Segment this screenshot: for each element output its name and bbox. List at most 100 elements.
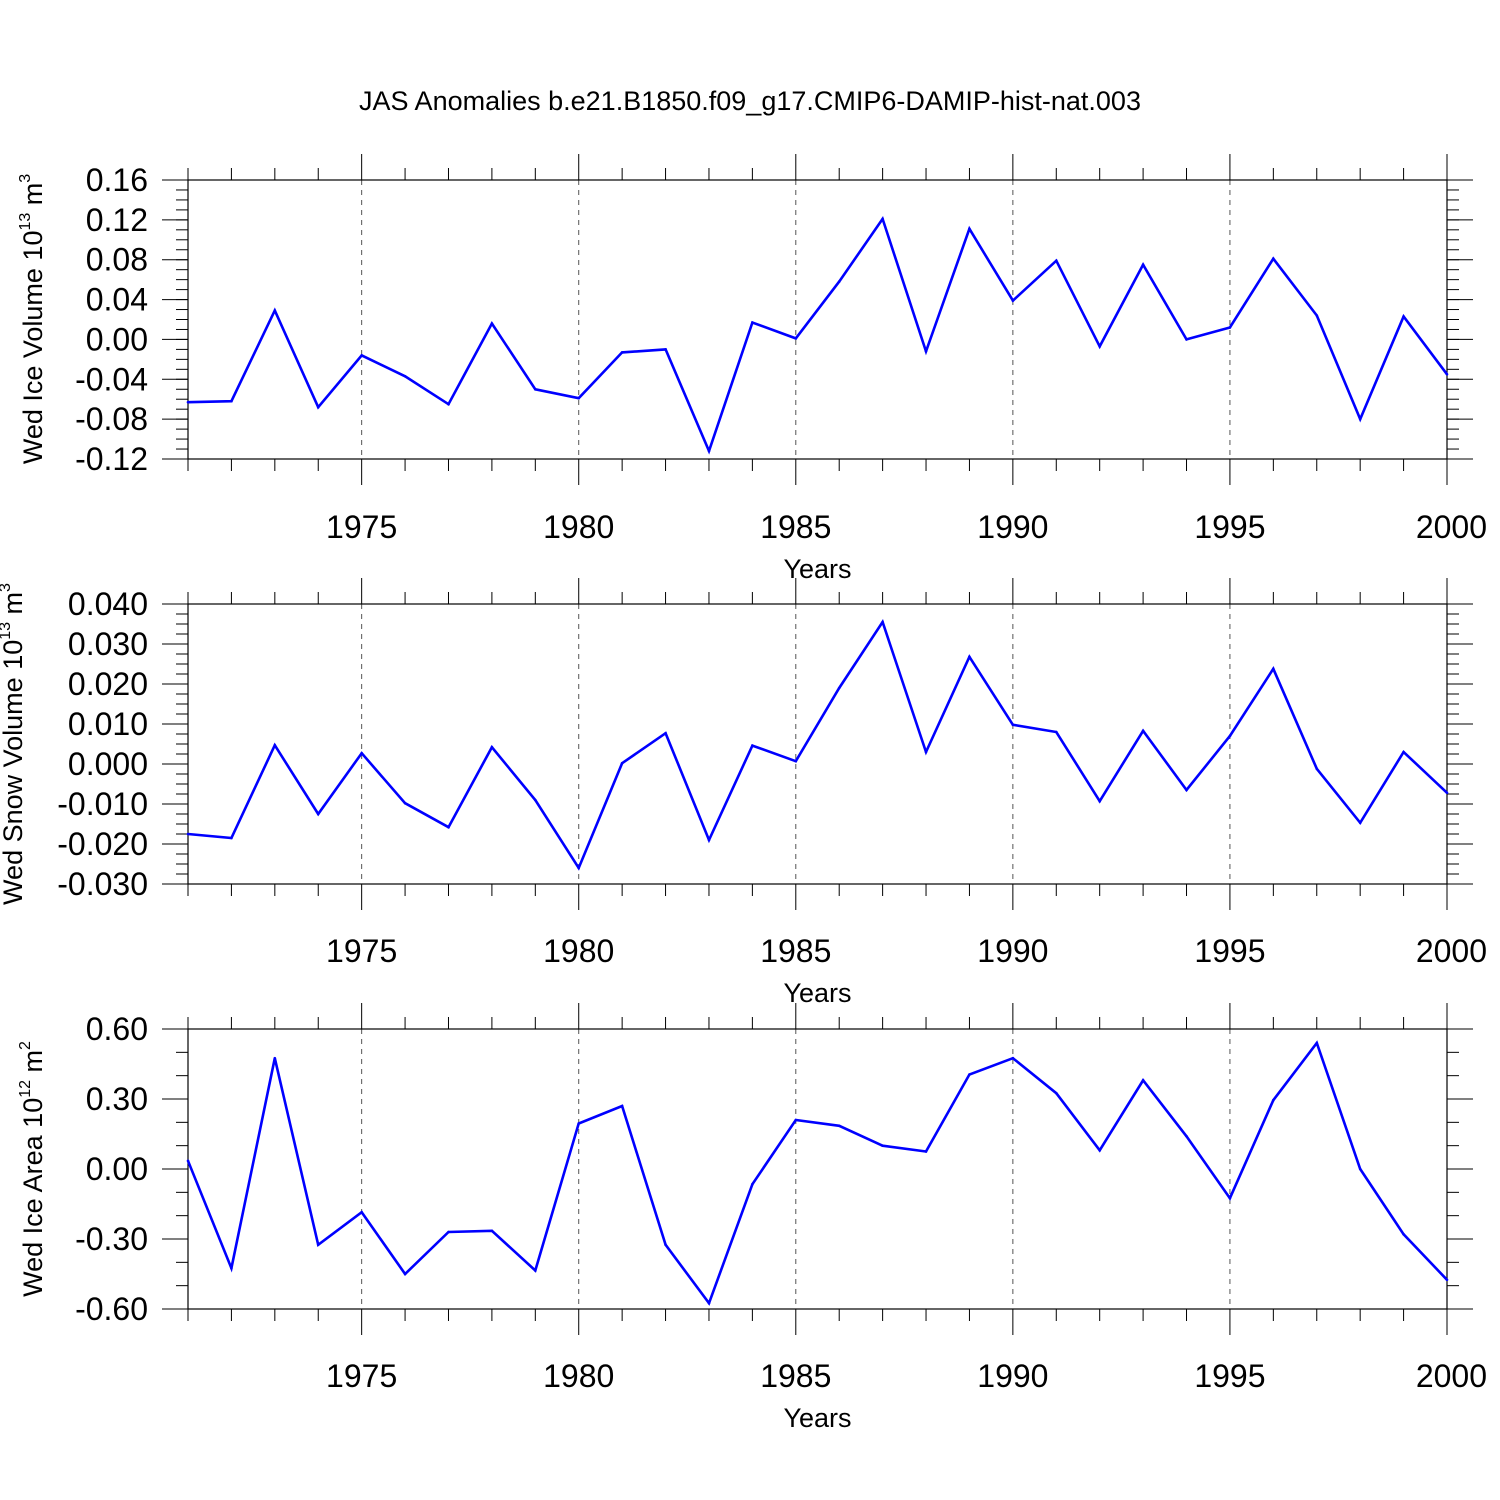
y-axis-title: Wed Snow Volume 1013 m3	[0, 583, 28, 905]
data-point	[1315, 1041, 1319, 1045]
y-axis-title-unit-sup: 3	[0, 583, 14, 592]
y-tick-label: -0.60	[75, 1291, 148, 1327]
y-tick-label: 0.010	[68, 706, 148, 742]
y-tick-label: -0.08	[75, 401, 148, 437]
x-tick-label: 1995	[1194, 933, 1265, 969]
data-point	[924, 350, 928, 353]
x-tick-label: 1985	[760, 1358, 831, 1394]
data-point	[881, 620, 884, 624]
x-tick-label: 1990	[977, 509, 1048, 545]
x-tick-label: 2000	[1416, 509, 1487, 545]
y-tick-label: 0.040	[68, 586, 148, 622]
data-point	[186, 1159, 190, 1163]
data-point	[1055, 730, 1058, 734]
panel-ice-volume: -0.12 -0.08 -0.04 0.000.04 0.08 0.12 0.16 1975 1…	[17, 154, 1487, 584]
data-point	[360, 1210, 364, 1214]
data-point	[664, 731, 667, 735]
data-point	[490, 1229, 494, 1233]
x-tick-label: 2000	[1416, 933, 1487, 969]
x-tick-label: 1995	[1194, 509, 1265, 545]
data-point	[1228, 1196, 1232, 1200]
data-point	[186, 400, 190, 404]
data-point	[837, 686, 841, 690]
x-tick-label: 1975	[326, 1358, 397, 1394]
x-tick-label: 2000	[1416, 1358, 1487, 1394]
data-point	[273, 309, 277, 312]
y-axis-title: Wed Ice Area 1012 m2	[17, 1041, 48, 1297]
data-point	[664, 1243, 667, 1247]
y-axis-title-unit: m	[18, 1050, 48, 1080]
data-point	[230, 399, 233, 403]
data-point	[620, 351, 624, 354]
data-point	[447, 402, 450, 406]
data-point	[620, 761, 624, 765]
data-point	[1402, 750, 1405, 754]
data-point	[837, 1124, 841, 1128]
x-tick-label: 1980	[543, 509, 614, 545]
data-point	[707, 1301, 711, 1305]
y-axis-title-sup: 12	[17, 1080, 34, 1098]
data-point	[1315, 314, 1319, 317]
y-tick-label: -0.020	[57, 826, 148, 862]
data-point	[1402, 1233, 1405, 1236]
y-tick-label: 0.16	[86, 162, 148, 198]
data-point	[403, 801, 407, 805]
data-point	[924, 750, 928, 754]
data-point	[620, 1104, 624, 1108]
data-point	[316, 812, 320, 816]
data-point	[664, 348, 667, 351]
y-tick-label: 0.00	[86, 1151, 148, 1187]
y-tick-label: -0.010	[57, 786, 148, 822]
x-tick-label: 1975	[326, 933, 397, 969]
data-point	[1358, 1167, 1362, 1171]
data-point	[273, 743, 277, 747]
data-point	[1011, 1056, 1015, 1060]
data-point	[230, 836, 233, 840]
data-point	[577, 396, 580, 400]
data-point	[1358, 821, 1362, 825]
data-point	[1358, 417, 1362, 421]
data-point	[577, 1122, 580, 1125]
data-point	[1185, 788, 1188, 792]
y-axis-title-unit-sup: 3	[17, 174, 34, 183]
data-point	[1185, 338, 1188, 341]
data-point	[1272, 667, 1275, 671]
data-point	[490, 322, 494, 325]
y-tick-label: 0.030	[68, 626, 148, 662]
data-point	[1445, 373, 1449, 376]
data-point	[881, 1144, 884, 1147]
y-tick-label: 0.08	[86, 242, 148, 278]
data-point	[751, 321, 754, 324]
data-point	[1055, 259, 1058, 263]
y-tick-label: 0.04	[86, 282, 148, 318]
y-tick-label: -0.030	[57, 866, 148, 902]
x-axis-title: Years	[783, 1403, 851, 1433]
data-point	[1402, 315, 1405, 318]
x-tick-label: 1995	[1194, 1358, 1265, 1394]
data-point	[1445, 791, 1449, 795]
data-point	[273, 1056, 277, 1060]
data-point	[1141, 263, 1145, 267]
series-line	[187, 216, 1449, 455]
data-point	[1098, 1149, 1101, 1152]
data-point	[1272, 1098, 1275, 1102]
data-point	[1098, 799, 1101, 803]
data-point	[1055, 1091, 1058, 1095]
data-point	[968, 1073, 971, 1076]
data-point	[534, 798, 537, 802]
data-point	[316, 1243, 320, 1247]
data-point	[707, 838, 711, 842]
data-point	[1315, 767, 1319, 771]
y-tick-label: -0.30	[75, 1221, 148, 1257]
x-tick-label: 1990	[977, 1358, 1048, 1394]
data-point	[1272, 257, 1275, 261]
data-point	[1141, 1079, 1145, 1082]
y-tick-label: -0.12	[75, 441, 148, 477]
data-point	[794, 759, 798, 763]
data-point	[577, 866, 580, 870]
y-axis-title-text: Wed Ice Volume 10	[18, 231, 48, 465]
data-point	[403, 375, 407, 378]
data-point	[186, 832, 190, 836]
